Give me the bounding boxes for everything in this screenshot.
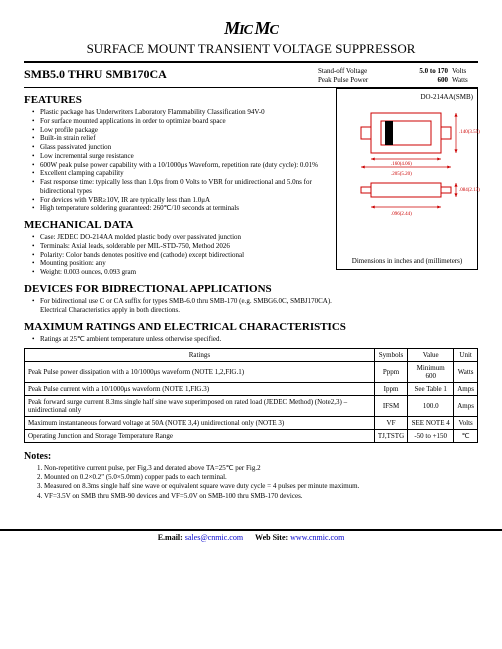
list-item: Terminals: Axial leads, solderable per M… bbox=[32, 242, 328, 251]
table-header: Value bbox=[408, 349, 454, 362]
table-header: Symbols bbox=[374, 349, 407, 362]
svg-text:.084(2.13): .084(2.13) bbox=[459, 188, 480, 193]
list-item: Polarity: Color bands denotes positive e… bbox=[32, 251, 328, 260]
note-item: VF=3.5V on SMB thru SMB-90 devices and V… bbox=[44, 492, 478, 501]
table-row: Operating Junction and Storage Temperatu… bbox=[25, 430, 478, 443]
bidir-heading: DEVICES FOR BIDRECTIONAL APPLICATIONS bbox=[24, 283, 478, 295]
features-heading: FEATURES bbox=[24, 94, 328, 106]
list-item: For surface mounted applications in orde… bbox=[32, 117, 328, 126]
list-item: For devices with VBR≥10V, IR are typical… bbox=[32, 196, 328, 205]
list-item: Mounting position: any bbox=[32, 259, 328, 268]
spec-label: Stand-off Voltage bbox=[318, 67, 398, 76]
svg-text:.096(2.44): .096(2.44) bbox=[391, 212, 412, 217]
note-item: Mounted on 0.2×0.2" (5.0×5.0mm) copper p… bbox=[44, 473, 478, 482]
note-item: Measured on 8.3ms single half sine wave … bbox=[44, 482, 478, 491]
email-link[interactable]: sales@cnmic.com bbox=[185, 533, 243, 542]
spec-unit: Volts bbox=[448, 67, 478, 76]
list-item: Built-in strain relief bbox=[32, 134, 328, 143]
table-row: Peak Pulse power dissipation with a 10/1… bbox=[25, 362, 478, 383]
doc-title: SURFACE MOUNT TRANSIENT VOLTAGE SUPPRESS… bbox=[24, 41, 478, 57]
package-caption: Dimensions in inches and (millimeters) bbox=[341, 257, 473, 265]
list-item: High temperature soldering guaranteed: 2… bbox=[32, 204, 328, 213]
mechanical-list: Case: JEDEC DO-214AA molded plastic body… bbox=[24, 233, 328, 277]
mechanical-heading: MECHANICAL DATA bbox=[24, 219, 328, 231]
table-row: Peak Pulse current with a 10/1000μs wave… bbox=[25, 383, 478, 396]
table-header: Ratings bbox=[25, 349, 375, 362]
notes-heading: Notes: bbox=[24, 451, 478, 462]
ratings-heading: MAXIMUM RATINGS AND ELECTRICAL CHARACTER… bbox=[24, 321, 478, 333]
web-label: Web Site: bbox=[255, 533, 288, 542]
ratings-table: RatingsSymbolsValueUnit Peak Pulse power… bbox=[24, 348, 478, 443]
package-svg: .160(4.06) .205(5.20) .140(3.55) .096(2.44)… bbox=[341, 103, 481, 253]
logo: MIC MC bbox=[224, 18, 278, 39]
rule-top bbox=[24, 61, 478, 63]
table-header: Unit bbox=[454, 349, 478, 362]
bidir-line1: For bidirectional use C or CA suffix for… bbox=[40, 297, 332, 305]
table-row: Maximum instantaneous forward voltage at… bbox=[25, 417, 478, 430]
list-item: Glass passivated junction bbox=[32, 143, 328, 152]
package-diagram: DO-214AA(SMB) .160(4.06) .205(5.20) .140(3… bbox=[336, 88, 478, 270]
email-label: E.mail: bbox=[158, 533, 183, 542]
list-item: Low incremental surge resistance bbox=[32, 152, 328, 161]
list-item: 600W peak pulse power capability with a … bbox=[32, 161, 328, 170]
notes-list: Non-repetitive current pulse, per Fig.3 … bbox=[24, 464, 478, 500]
features-list: Plastic package has Underwriters Laborat… bbox=[24, 108, 328, 213]
web-link[interactable]: www.cnmic.com bbox=[290, 533, 344, 542]
svg-text:.205(5.20): .205(5.20) bbox=[391, 172, 412, 177]
bidir-line2: Electrical Characteristics apply in both… bbox=[40, 306, 180, 314]
list-item: Plastic package has Underwriters Laborat… bbox=[32, 108, 328, 117]
note-item: Non-repetitive current pulse, per Fig.3 … bbox=[44, 464, 478, 473]
logo-row: MIC MC bbox=[24, 18, 478, 39]
list-item: Excellent clamping capability bbox=[32, 169, 328, 178]
header-row: SMB5.0 THRU SMB170CA Stand-off Voltage 5… bbox=[24, 65, 478, 87]
svg-text:.160(4.06): .160(4.06) bbox=[391, 162, 412, 167]
list-item: Low profile package bbox=[32, 126, 328, 135]
table-row: Peak forward surge current 8.3ms single … bbox=[25, 396, 478, 417]
spec-unit: Watts bbox=[448, 76, 478, 85]
svg-text:.140(3.55): .140(3.55) bbox=[459, 130, 480, 135]
model-range: SMB5.0 THRU SMB170CA bbox=[24, 67, 167, 85]
list-item: Case: JEDEC DO-214AA molded plastic body… bbox=[32, 233, 328, 242]
ratings-intro: Ratings at 25℃ ambient temperature unles… bbox=[24, 335, 478, 344]
footer: E.mail: sales@cnmic.com Web Site: www.cn… bbox=[0, 529, 502, 542]
bidir-text: For bidirectional use C or CA suffix for… bbox=[24, 297, 478, 315]
spec-label: Peak Pulse Power bbox=[318, 76, 398, 85]
spec-block: Stand-off Voltage 5.0 to 170 Volts Peak … bbox=[318, 67, 478, 85]
spec-value: 600 bbox=[398, 76, 448, 85]
package-label: DO-214AA(SMB) bbox=[341, 93, 473, 101]
spec-value: 5.0 to 170 bbox=[398, 67, 448, 76]
list-item: Weight: 0.003 ounces, 0.093 gram bbox=[32, 268, 328, 277]
list-item: Fast response time: typically less than … bbox=[32, 178, 328, 196]
